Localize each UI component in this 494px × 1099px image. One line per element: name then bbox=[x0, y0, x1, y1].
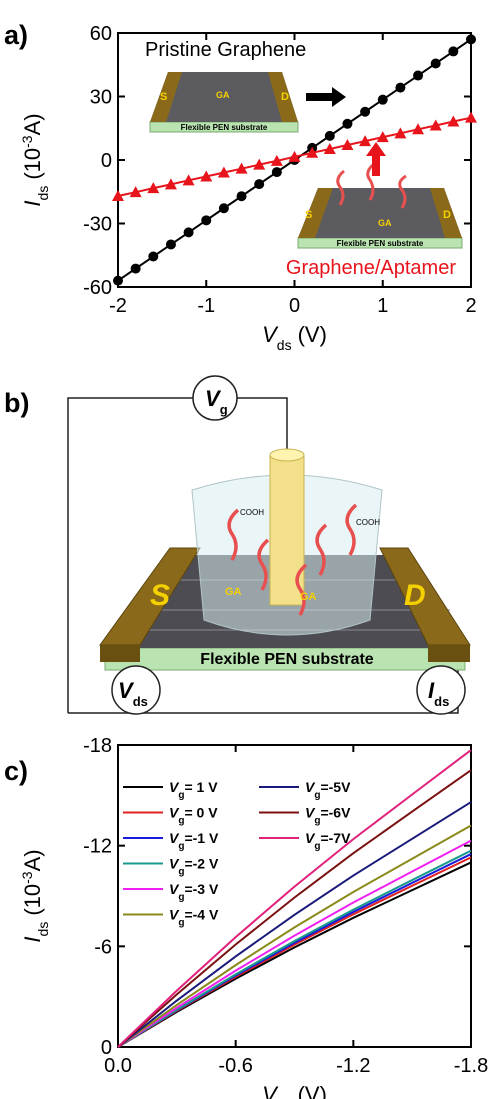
legend-rest: =-4 V bbox=[184, 907, 219, 923]
unit: (10 bbox=[20, 148, 45, 180]
data-point bbox=[113, 276, 123, 286]
superscript: -3 bbox=[19, 871, 35, 884]
x-tick-label: -1.2 bbox=[336, 1055, 370, 1077]
y-tick-label: -30 bbox=[83, 214, 112, 236]
data-point bbox=[131, 264, 141, 274]
legend-rest: =-1 V bbox=[184, 830, 219, 846]
legend-rest: =-6V bbox=[320, 805, 351, 821]
y-tick-label: 60 bbox=[90, 23, 112, 45]
subscript: g bbox=[220, 402, 228, 417]
data-point bbox=[201, 215, 211, 225]
subscript: ds bbox=[277, 337, 292, 353]
data-point bbox=[466, 34, 476, 44]
page: {"chart_data": [ {"type": "line", "panel… bbox=[0, 0, 494, 1099]
unit: (V) bbox=[298, 322, 327, 347]
y-tick-label: -6 bbox=[94, 936, 112, 958]
inset-label: S bbox=[160, 91, 167, 103]
y-tick-label: 0 bbox=[101, 150, 112, 172]
diagram-label: COOH bbox=[356, 518, 380, 527]
data-point bbox=[148, 252, 158, 262]
inset-label: GA bbox=[216, 90, 230, 100]
inset-label: Flexible PEN substrate bbox=[181, 123, 268, 132]
figure: a) b) c) S D GA Flexible PEN substrate S… bbox=[0, 0, 494, 1099]
data-point bbox=[431, 58, 441, 68]
x-tick-label: -1.8 bbox=[454, 1055, 488, 1077]
legend-label: Vg=-1 V bbox=[169, 830, 219, 852]
unit: (V) bbox=[298, 1082, 327, 1099]
source-label: S bbox=[150, 579, 170, 612]
annotation: Graphene/Aptamer bbox=[286, 257, 456, 279]
y-axis-label: Ids(10-3A) bbox=[19, 113, 51, 206]
legend-label: Vg=-6V bbox=[305, 805, 351, 827]
data-point bbox=[465, 112, 477, 123]
legend-rest: =-7V bbox=[320, 830, 351, 846]
legend-label: Vg=-3 V bbox=[169, 881, 219, 903]
y-tick-label: 30 bbox=[90, 87, 112, 109]
x-tick-label: 0 bbox=[289, 295, 300, 317]
legend-label: Vg=-7V bbox=[305, 830, 351, 852]
data-point bbox=[448, 46, 458, 56]
annotation: Pristine Graphene bbox=[145, 39, 306, 61]
y-axis-label: Ids(10-3A) bbox=[19, 849, 51, 942]
unit_end: A) bbox=[20, 113, 45, 135]
data-point bbox=[237, 191, 247, 201]
subscript: ds bbox=[35, 186, 51, 201]
x-tick-label: 1 bbox=[377, 295, 388, 317]
data-point bbox=[360, 107, 370, 117]
legend-label: Vg= 0 V bbox=[169, 805, 218, 827]
y-tick-label: -12 bbox=[83, 836, 112, 858]
drain-label: D bbox=[404, 579, 426, 612]
inset-label: S bbox=[305, 209, 312, 221]
substrate-label: Flexible PEN substrate bbox=[200, 651, 373, 668]
inset-aptamer: S D GA Flexible PEN substrate bbox=[298, 164, 462, 248]
legend-label: Vg=-4 V bbox=[169, 907, 219, 929]
diagram-label: GA bbox=[300, 591, 317, 603]
panel-label: c) bbox=[4, 756, 28, 786]
legend-rest: =-2 V bbox=[184, 856, 219, 872]
legend-rest: =-5V bbox=[320, 779, 351, 795]
legend-label: Vg=-2 V bbox=[169, 856, 219, 878]
legend-label: Vg= 1 V bbox=[169, 779, 218, 801]
legend-rest: =-3 V bbox=[184, 881, 219, 897]
inset-label: D bbox=[443, 209, 451, 221]
inset-label: Flexible PEN substrate bbox=[337, 239, 424, 248]
data-point bbox=[325, 131, 335, 141]
data-point bbox=[219, 203, 229, 213]
subscript: ds bbox=[133, 694, 148, 709]
legend-rest: = 1 V bbox=[184, 779, 218, 795]
subscript: ds bbox=[434, 694, 449, 709]
panel-label: a) bbox=[4, 20, 28, 50]
y-tick-label: -18 bbox=[83, 735, 112, 757]
inset-label: D bbox=[281, 91, 289, 103]
x-tick-label: 2 bbox=[465, 295, 476, 317]
x-tick-label: -1 bbox=[197, 295, 215, 317]
panel-label: b) bbox=[4, 388, 29, 418]
data-point bbox=[254, 179, 264, 189]
superscript: -3 bbox=[19, 135, 35, 148]
data-point bbox=[342, 119, 352, 129]
y-tick-label: 0 bbox=[101, 1037, 112, 1059]
data-point bbox=[395, 83, 405, 93]
legend-label: Vg=-5V bbox=[305, 779, 351, 801]
data-point bbox=[378, 95, 388, 105]
y-tick-label: -60 bbox=[83, 277, 112, 299]
diagram-label: GA bbox=[225, 586, 242, 598]
data-point bbox=[184, 227, 194, 237]
data-point bbox=[413, 71, 423, 81]
unit: (10 bbox=[20, 884, 45, 916]
data-point bbox=[166, 239, 176, 249]
x-tick-label: -0.6 bbox=[218, 1055, 252, 1077]
data-point bbox=[272, 167, 282, 177]
diagram-label: COOH bbox=[240, 508, 264, 517]
inset-pristine: S D GA Flexible PEN substrate bbox=[150, 72, 298, 132]
x-axis-label: Vds(V) bbox=[262, 1082, 327, 1099]
unit_end: A) bbox=[20, 849, 45, 871]
x-axis-label: Vds(V) bbox=[262, 322, 327, 353]
legend-rest: = 0 V bbox=[184, 805, 218, 821]
subscript: ds bbox=[35, 922, 51, 937]
arrow bbox=[306, 87, 346, 107]
inset-label: GA bbox=[378, 218, 392, 228]
device-diagram: GA GA COOH COOH S D Flexible PEN substra… bbox=[68, 376, 470, 714]
